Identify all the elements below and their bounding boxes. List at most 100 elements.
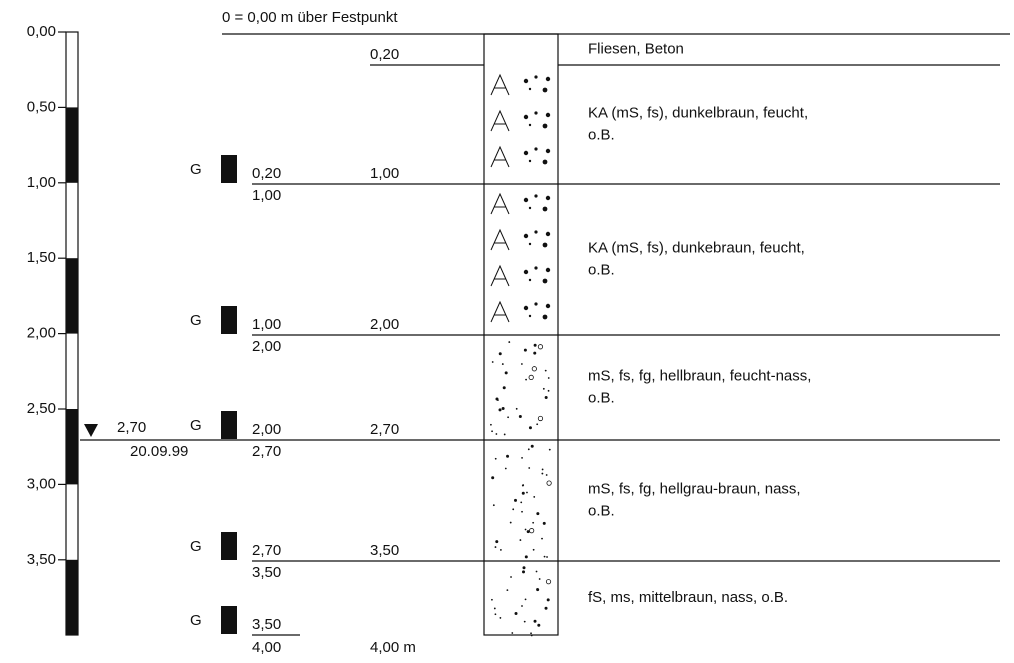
pattern-dot <box>524 528 527 531</box>
pattern-dot <box>542 387 545 390</box>
pattern-dot <box>521 510 523 513</box>
pattern-dot <box>545 474 548 476</box>
pattern-dot <box>545 148 551 154</box>
pattern-dot <box>530 634 533 637</box>
sample-to: 1,00 <box>252 187 281 204</box>
pattern-dot <box>491 430 493 433</box>
pattern-dot <box>526 491 528 494</box>
pattern-dot <box>532 521 535 524</box>
pattern-dot <box>510 576 512 578</box>
pattern-dot <box>520 363 523 365</box>
pattern-dot <box>515 407 518 410</box>
sample-code: G <box>190 161 202 178</box>
pattern-dot <box>523 620 526 623</box>
layer-description: KA (mS, fs), dunkelbraun, feucht, <box>588 104 808 121</box>
pattern-dot <box>524 555 528 559</box>
pattern-dot <box>545 76 551 82</box>
pattern-dot <box>503 433 506 436</box>
layer-depth: 0,20 <box>370 46 399 63</box>
pattern-dot <box>528 314 532 318</box>
sample-from: 2,70 <box>252 542 281 559</box>
layer-description: fS, ms, mittelbraun, nass, o.B. <box>588 589 788 606</box>
sample-box <box>221 155 237 183</box>
pattern-dot <box>544 606 548 610</box>
pattern-dot <box>545 303 551 309</box>
pattern-dot <box>546 556 548 558</box>
pattern-dot <box>534 75 538 79</box>
layer-depth: 1,00 <box>370 165 399 182</box>
pattern-dot <box>536 588 540 592</box>
pattern-dot <box>491 476 495 480</box>
pattern-dot <box>528 159 532 163</box>
sample-code: G <box>190 417 202 434</box>
sample-to: 2,70 <box>252 443 281 460</box>
pattern-dot <box>521 456 523 459</box>
pattern-ring <box>531 366 537 372</box>
pattern-dot <box>490 423 492 426</box>
scale-segment <box>66 107 78 183</box>
pattern-ring <box>537 415 544 422</box>
pattern-dot <box>545 267 551 273</box>
pattern-dot <box>532 548 535 551</box>
pattern-dot <box>534 230 538 234</box>
pattern-dot <box>519 539 522 541</box>
pattern-dot <box>546 598 550 602</box>
layer-description: KA (mS, fs), dunkebraun, feucht, <box>588 239 805 256</box>
sample-from: 3,50 <box>252 616 281 633</box>
pattern-dot <box>525 378 527 381</box>
pattern-dot <box>522 566 526 570</box>
pattern-dot <box>512 508 515 511</box>
pattern-dot <box>534 111 538 115</box>
pattern-dot <box>528 467 531 469</box>
pattern-dot <box>514 612 518 616</box>
sample-box <box>221 606 237 634</box>
sample-box <box>221 532 237 560</box>
pattern-dot <box>491 361 494 363</box>
sample-to: 4,00 <box>252 639 281 656</box>
pattern-dot <box>494 546 497 548</box>
pattern-dot <box>545 231 551 237</box>
water-marker: 2,70 20.09.99 <box>80 419 252 460</box>
water-triangle <box>84 424 98 437</box>
pattern-dot <box>544 369 547 372</box>
pattern-dot <box>523 78 529 84</box>
sample-from: 0,20 <box>252 165 281 182</box>
pattern-dot <box>501 363 504 365</box>
pattern-dot <box>521 484 524 487</box>
pattern-dot <box>542 521 546 525</box>
sample-code: G <box>190 312 202 329</box>
pattern-dot <box>534 147 538 151</box>
scale-label: 0,50 <box>27 98 56 115</box>
pattern-dot <box>493 607 496 610</box>
pattern-dot <box>548 448 551 451</box>
pattern-dot <box>545 195 551 201</box>
pattern-dot <box>542 206 548 212</box>
pattern-dot <box>542 87 548 93</box>
scale-label: 2,00 <box>27 325 56 342</box>
pattern-dot <box>511 632 514 634</box>
pattern-dot <box>533 351 537 355</box>
pattern-dot <box>528 278 532 282</box>
pattern-dot <box>542 123 548 129</box>
pattern-dot <box>541 472 544 475</box>
pattern-dot <box>533 343 537 347</box>
pattern-dot <box>506 589 509 592</box>
pattern-dot <box>528 87 532 91</box>
scale-label: 1,00 <box>27 174 56 191</box>
pattern-a <box>490 73 510 96</box>
pattern-dot <box>500 549 502 551</box>
sample-from: 1,00 <box>252 316 281 333</box>
sample-to: 3,50 <box>252 564 281 581</box>
layer-description: mS, fs, fg, hellbraun, feucht-nass, <box>588 367 811 384</box>
pattern-dot <box>537 623 541 627</box>
pattern-dot <box>536 512 540 516</box>
scale-label: 2,50 <box>27 400 56 417</box>
layer-description: o.B. <box>588 126 615 143</box>
pattern-dot <box>523 150 529 156</box>
pattern-dot <box>504 467 507 470</box>
pattern-dot <box>543 555 546 558</box>
water-date: 20.09.99 <box>130 443 188 460</box>
layer-depth: 3,50 <box>370 542 399 559</box>
pattern-dot <box>528 426 532 430</box>
sample-code: G <box>190 612 202 629</box>
